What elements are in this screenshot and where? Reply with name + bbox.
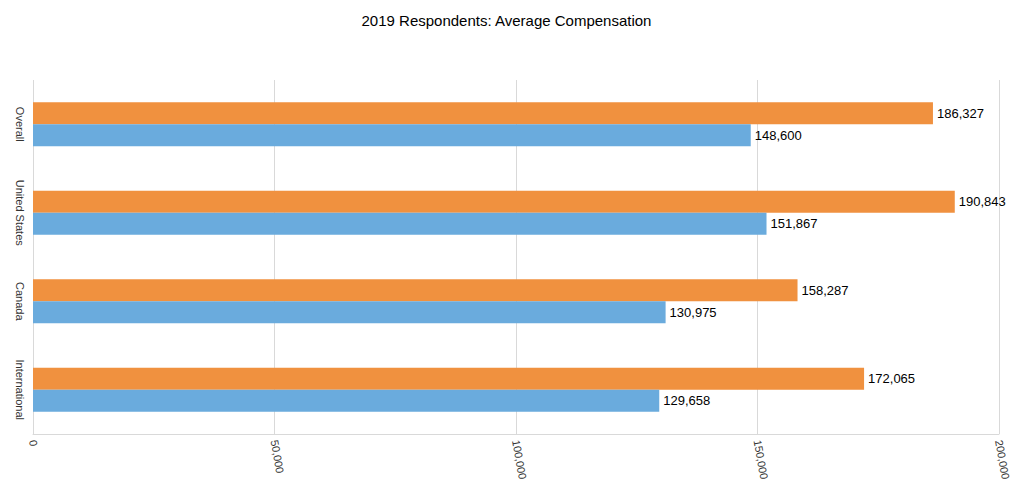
- svg-text:186,327: 186,327: [937, 106, 984, 121]
- svg-text:129,658: 129,658: [663, 393, 710, 408]
- svg-text:Overall: Overall: [14, 107, 26, 142]
- svg-text:50,000: 50,000: [269, 439, 287, 474]
- svg-text:United States: United States: [14, 180, 26, 247]
- svg-text:150,000: 150,000: [752, 439, 771, 480]
- svg-text:2019 Respondents: Average Comp: 2019 Respondents: Average Compensation: [362, 12, 652, 29]
- svg-text:172,065: 172,065: [868, 371, 915, 386]
- svg-text:158,287: 158,287: [802, 283, 849, 298]
- svg-text:100,000: 100,000: [510, 439, 529, 480]
- svg-text:148,600: 148,600: [755, 128, 802, 143]
- svg-text:International: International: [14, 359, 26, 420]
- svg-text:130,975: 130,975: [670, 305, 717, 320]
- svg-text:200,000: 200,000: [993, 439, 1012, 480]
- svg-text:190,843: 190,843: [959, 194, 1006, 209]
- svg-text:0: 0: [27, 439, 40, 447]
- svg-text:151,867: 151,867: [771, 216, 818, 231]
- svg-text:Canada: Canada: [14, 282, 26, 321]
